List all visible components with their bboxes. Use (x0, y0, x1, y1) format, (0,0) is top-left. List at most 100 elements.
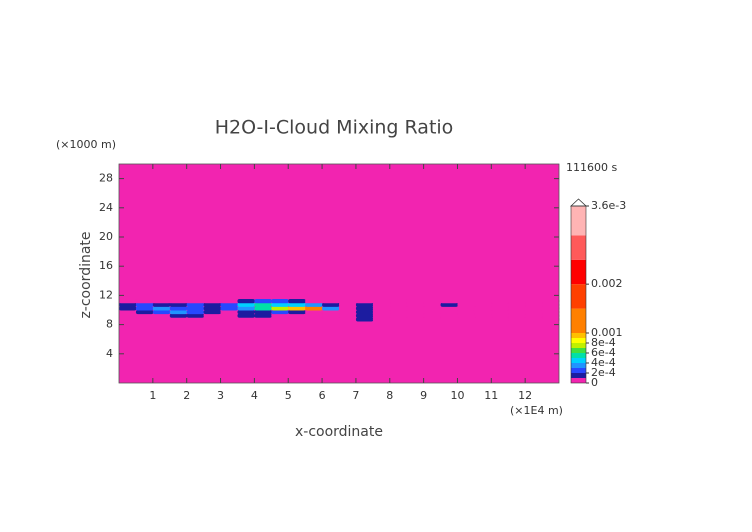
contour-cell (305, 313, 323, 318)
contour-cell (542, 302, 560, 307)
contour-cell (372, 302, 391, 307)
contour-cell (440, 302, 458, 307)
contour-cell (305, 310, 323, 315)
colorbar-bin (571, 378, 586, 383)
contour-cell (169, 299, 188, 304)
contour-cell (491, 310, 509, 315)
contour-cell (423, 306, 442, 311)
plot-frame (118, 163, 560, 384)
x-tick-label: 4 (251, 389, 258, 402)
contour-cell (288, 302, 306, 307)
contour-cell (288, 313, 306, 318)
x-tick-label: 12 (518, 389, 532, 402)
colorbar-overflow (569, 198, 588, 207)
colorbar-bin (571, 259, 586, 285)
contour-cell (237, 299, 255, 304)
colorbar-tick-label: 0.001 (591, 326, 623, 339)
x-unit: (×1E4 m) (510, 404, 563, 417)
contour-cell (322, 313, 340, 318)
colorbar-tick-label: 3.6e-3 (591, 199, 626, 212)
contour-cell (372, 313, 391, 318)
contour-cell (271, 299, 289, 304)
contour-cell (119, 310, 137, 315)
contour-cell (355, 317, 374, 322)
contour-cell (237, 306, 255, 311)
contour-cell (355, 302, 374, 307)
contour-cell (322, 306, 340, 311)
contour-cell (322, 317, 340, 322)
y-axis-label: z-coordinate (78, 231, 94, 318)
time-label: 111600 s (566, 161, 617, 174)
contour-cell (423, 317, 442, 322)
contour-cell (203, 306, 222, 311)
x-tick-label: 8 (386, 389, 393, 402)
x-tick-label: 7 (352, 389, 359, 402)
contour-cell (339, 299, 357, 304)
contour-cell (135, 306, 154, 311)
y-tick-label: 16 (99, 259, 113, 272)
contour-cell (305, 302, 323, 307)
contour-cell (186, 313, 205, 318)
contour-cell (372, 299, 391, 304)
contour-cell (152, 317, 171, 322)
contour-cell (119, 302, 137, 307)
contour-cell (186, 317, 205, 322)
contour-cell (322, 310, 340, 315)
chart-title: H2O-I-Cloud Mixing Ratio (215, 117, 454, 139)
contour-cell (525, 306, 543, 311)
colorbar-bin (571, 358, 586, 363)
colorbar-bin (571, 363, 586, 368)
contour-cell (406, 317, 425, 322)
contour-cell (339, 310, 357, 315)
contour-cell (152, 306, 171, 311)
contour-cell (457, 310, 475, 315)
y-tick-label: 24 (99, 201, 113, 214)
contour-cell (339, 302, 357, 307)
contour-cell (288, 310, 306, 315)
contour-cell (423, 313, 442, 318)
colorbar-bin (571, 343, 586, 348)
contour-cell (423, 310, 442, 315)
contour-cell (525, 313, 543, 318)
contour-cell (372, 317, 391, 322)
contour-cell (237, 317, 255, 322)
contour-cell (457, 299, 475, 304)
contour-cell (169, 306, 188, 311)
contour-cell (254, 302, 272, 307)
contour-cell (220, 306, 238, 311)
colorbar-bin (571, 373, 586, 378)
contour-cell (423, 299, 442, 304)
x-tick-label: 11 (484, 389, 498, 402)
colorbar-bin (571, 235, 586, 260)
contour-cell (305, 317, 323, 322)
contour-cell (355, 299, 374, 304)
x-tick-label: 1 (149, 389, 156, 402)
contour-cell (152, 299, 171, 304)
contour-cell (288, 317, 306, 322)
contour-cell (169, 302, 188, 307)
contour-cell (440, 317, 458, 322)
y-tick-label: 12 (99, 288, 113, 301)
contour-cell (389, 310, 408, 315)
x-tick-label: 3 (217, 389, 224, 402)
contour-cell (440, 306, 458, 311)
contour-cell (203, 310, 222, 315)
contour-cell (508, 310, 526, 315)
contour-cell (305, 306, 323, 311)
contour-cell (186, 310, 205, 315)
contour-cell (542, 313, 560, 318)
contour-cell (339, 317, 357, 322)
contour-cell (474, 302, 492, 307)
contour-cell (406, 313, 425, 318)
contour-cell (254, 306, 272, 311)
y-tick-label: 4 (106, 347, 113, 360)
x-tick-label: 9 (420, 389, 427, 402)
contour-cell (474, 313, 492, 318)
contour-cell (525, 302, 543, 307)
contour-cell (152, 313, 171, 318)
contour-cell (525, 299, 543, 304)
contour-cell (474, 317, 492, 322)
colorbar-tick-label: 6e-4 (591, 346, 616, 359)
contour-cell (237, 313, 255, 318)
